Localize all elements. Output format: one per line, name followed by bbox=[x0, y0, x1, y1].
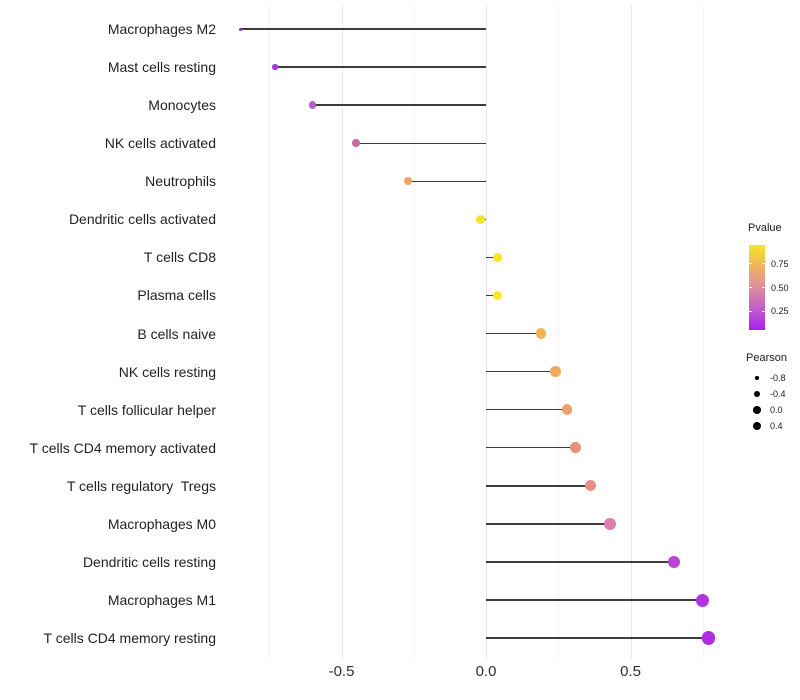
pvalue-colorbar-tick-mark bbox=[762, 310, 765, 312]
legend-pearson-title: Pearson bbox=[746, 352, 787, 364]
data-point-dot bbox=[667, 555, 681, 569]
lollipop-stem bbox=[486, 637, 709, 639]
gridline-minor bbox=[702, 5, 704, 659]
x-axis-tick-label: 0.0 bbox=[475, 663, 497, 680]
pvalue-colorbar-tick-mark bbox=[749, 287, 752, 288]
lollipop-stem bbox=[486, 256, 498, 259]
gridline-major bbox=[341, 5, 343, 659]
pearson-legend-label: 0.4 bbox=[770, 421, 783, 431]
y-axis-label: Dendritic cells activated bbox=[68, 211, 216, 228]
y-axis-label: Macrophages M2 bbox=[107, 21, 216, 37]
pearson-legend-dot bbox=[755, 376, 759, 380]
pvalue-colorbar-tick-mark bbox=[749, 310, 752, 312]
y-axis-label: Monocytes bbox=[148, 97, 216, 114]
pvalue-colorbar-tick-mark bbox=[749, 263, 752, 265]
gridline-major bbox=[486, 5, 487, 659]
lollipop-stem bbox=[355, 142, 486, 144]
data-point-dot bbox=[492, 252, 503, 263]
y-axis-label: NK cells resting bbox=[118, 363, 216, 380]
pearson-legend-label: -0.4 bbox=[770, 389, 786, 399]
pvalue-colorbar bbox=[749, 245, 765, 330]
lollipop-stem bbox=[486, 370, 556, 373]
lollipop-stem bbox=[240, 28, 486, 30]
data-point-dot bbox=[550, 366, 561, 377]
lollipop-stem bbox=[486, 294, 498, 297]
data-point-dot bbox=[238, 27, 242, 31]
lollipop-stem bbox=[486, 561, 674, 563]
y-axis-label: T cells CD4 memory resting bbox=[43, 630, 216, 647]
pearson-legend-label: -0.8 bbox=[770, 373, 786, 383]
y-axis-label: Macrophages M1 bbox=[107, 592, 216, 609]
data-point-dot bbox=[535, 328, 547, 339]
y-axis-label: Plasma cells bbox=[137, 287, 216, 304]
gridline-major bbox=[630, 5, 632, 659]
gridline-minor bbox=[558, 5, 560, 659]
pvalue-colorbar-tick-mark bbox=[762, 287, 765, 288]
y-axis-label: Dendritic cells resting bbox=[82, 553, 216, 570]
pearson-legend-label: 0.0 bbox=[770, 405, 783, 415]
lollipop-stem bbox=[486, 485, 591, 487]
pvalue-legend-tick-label: 0.50 bbox=[771, 282, 789, 293]
x-axis-tick-label: 0.5 bbox=[620, 663, 641, 680]
lollipop-stem bbox=[486, 332, 541, 335]
data-point-dot bbox=[696, 593, 710, 607]
lollipop-stem bbox=[486, 409, 567, 411]
data-point-dot bbox=[701, 631, 716, 645]
data-point-dot bbox=[272, 64, 278, 70]
data-point-dot bbox=[604, 518, 617, 530]
data-point-dot bbox=[352, 139, 360, 148]
data-point-dot bbox=[475, 214, 485, 224]
lollipop-stem bbox=[486, 447, 576, 449]
pvalue-colorbar-tick-mark bbox=[762, 263, 765, 265]
y-axis-label: B cells naive bbox=[137, 325, 216, 342]
lollipop-stem bbox=[486, 599, 703, 601]
pearson-legend-dot bbox=[753, 406, 761, 414]
x-axis-tick-label: -0.5 bbox=[328, 663, 355, 680]
y-axis-label: NK cells activated bbox=[104, 135, 216, 152]
pvalue-legend-tick-label: 0.75 bbox=[771, 258, 789, 269]
gridline-minor bbox=[269, 5, 271, 659]
y-axis-label: Mast cells resting bbox=[107, 59, 216, 76]
y-axis-label: T cells CD8 bbox=[143, 249, 216, 266]
pearson-legend-dot bbox=[754, 391, 760, 397]
y-axis-label: T cells regulatory Tregs bbox=[66, 477, 216, 494]
lollipop-stem bbox=[486, 523, 611, 525]
data-point-dot bbox=[403, 177, 413, 186]
data-point-dot bbox=[492, 290, 503, 301]
pearson-legend-dot bbox=[752, 421, 762, 431]
lollipop-stem bbox=[407, 180, 486, 182]
y-axis-label: Neutrophils bbox=[145, 173, 216, 190]
data-point-dot bbox=[570, 442, 582, 454]
data-point-dot bbox=[584, 480, 596, 492]
y-axis-label: T cells follicular helper bbox=[77, 401, 216, 418]
pvalue-legend-tick-label: 0.25 bbox=[771, 306, 789, 317]
data-point-dot bbox=[308, 101, 317, 109]
lollipop-stem bbox=[312, 104, 486, 106]
legend-pvalue-title: Pvalue bbox=[748, 222, 782, 234]
data-point-dot bbox=[561, 404, 573, 415]
y-axis-label: T cells CD4 memory activated bbox=[29, 439, 216, 456]
y-axis-label: Macrophages M0 bbox=[107, 515, 216, 532]
gridline-minor bbox=[413, 5, 415, 659]
lollipop-stem bbox=[275, 66, 486, 68]
